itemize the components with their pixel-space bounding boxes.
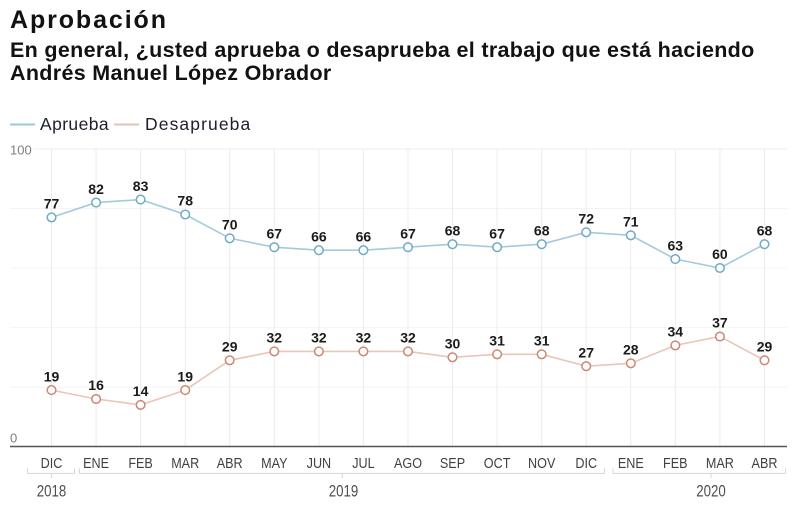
- svg-text:NOV: NOV: [528, 455, 555, 472]
- svg-text:MAY: MAY: [261, 455, 287, 472]
- svg-text:32: 32: [356, 330, 372, 346]
- svg-text:ABR: ABR: [217, 455, 243, 472]
- svg-text:2018: 2018: [37, 483, 67, 501]
- svg-text:83: 83: [133, 178, 149, 194]
- svg-text:66: 66: [311, 228, 327, 244]
- svg-text:27: 27: [578, 344, 594, 360]
- svg-text:Aprueba: Aprueba: [40, 114, 109, 134]
- svg-text:82: 82: [88, 181, 104, 197]
- svg-text:JUN: JUN: [307, 455, 332, 472]
- svg-text:71: 71: [623, 214, 639, 230]
- svg-text:16: 16: [88, 377, 104, 393]
- svg-text:OCT: OCT: [484, 455, 511, 472]
- svg-text:2020: 2020: [696, 483, 726, 501]
- svg-text:FEB: FEB: [128, 455, 153, 472]
- svg-text:DIC: DIC: [575, 455, 597, 472]
- svg-text:19: 19: [177, 368, 193, 384]
- svg-text:14: 14: [133, 383, 149, 399]
- svg-text:77: 77: [44, 196, 60, 212]
- svg-text:SEP: SEP: [440, 455, 465, 472]
- svg-text:ENE: ENE: [83, 455, 109, 472]
- svg-text:37: 37: [712, 315, 728, 331]
- svg-text:68: 68: [445, 222, 461, 238]
- svg-text:32: 32: [311, 330, 327, 346]
- svg-text:67: 67: [400, 225, 416, 241]
- svg-text:0: 0: [10, 431, 17, 446]
- svg-text:AGO: AGO: [394, 455, 422, 472]
- svg-text:Desaprueba: Desaprueba: [145, 114, 251, 134]
- svg-text:28: 28: [623, 342, 639, 358]
- svg-text:32: 32: [400, 330, 416, 346]
- svg-text:34: 34: [668, 324, 684, 340]
- svg-text:2019: 2019: [329, 483, 359, 501]
- svg-text:67: 67: [489, 225, 505, 241]
- svg-text:29: 29: [757, 339, 773, 355]
- svg-text:DIC: DIC: [41, 455, 63, 472]
- svg-text:ENE: ENE: [618, 455, 644, 472]
- svg-text:68: 68: [757, 222, 773, 238]
- svg-text:FEB: FEB: [663, 455, 688, 472]
- svg-text:72: 72: [578, 211, 594, 227]
- svg-text:MAR: MAR: [171, 455, 199, 472]
- svg-text:67: 67: [267, 225, 283, 241]
- svg-text:70: 70: [222, 217, 238, 233]
- svg-text:66: 66: [356, 228, 372, 244]
- svg-text:31: 31: [534, 333, 550, 349]
- svg-text:63: 63: [668, 237, 684, 253]
- svg-text:32: 32: [267, 330, 283, 346]
- svg-text:78: 78: [177, 193, 193, 209]
- svg-text:ABR: ABR: [752, 455, 778, 472]
- svg-text:31: 31: [489, 333, 505, 349]
- svg-text:19: 19: [44, 368, 60, 384]
- svg-text:MAR: MAR: [706, 455, 734, 472]
- svg-text:68: 68: [534, 222, 550, 238]
- svg-text:30: 30: [445, 336, 461, 352]
- svg-text:60: 60: [712, 246, 728, 262]
- svg-text:JUL: JUL: [352, 455, 374, 472]
- svg-text:100: 100: [10, 143, 32, 158]
- svg-text:29: 29: [222, 339, 238, 355]
